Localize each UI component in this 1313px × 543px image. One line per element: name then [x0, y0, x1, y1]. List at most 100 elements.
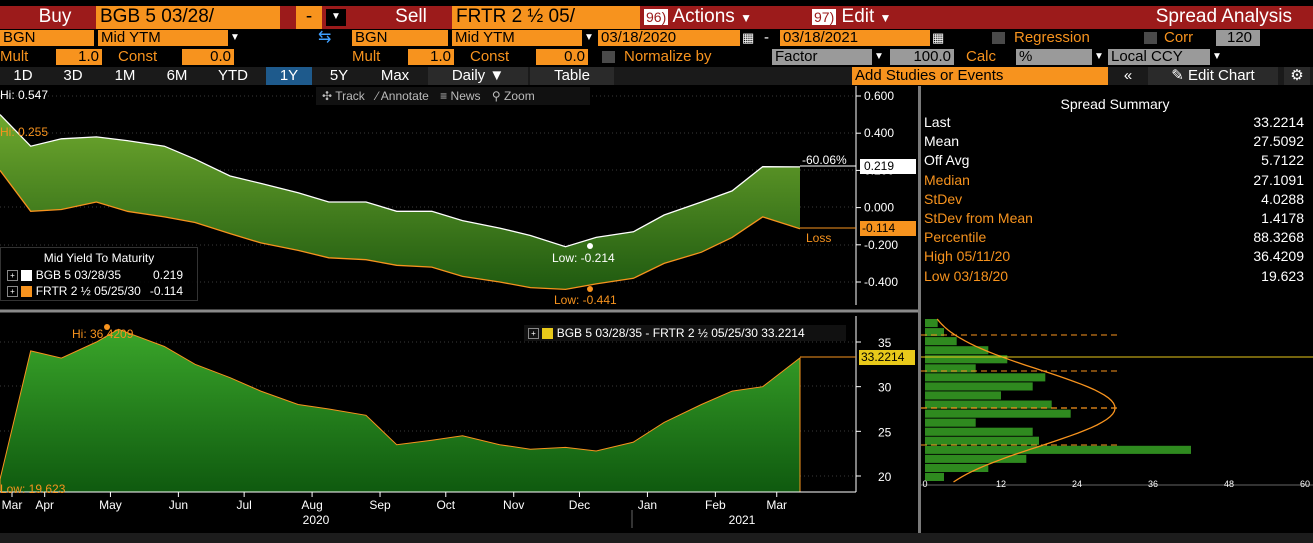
loss-label: Loss — [806, 231, 832, 245]
corr-checkbox[interactable] — [1144, 32, 1157, 44]
period-1m[interactable]: 1M — [114, 67, 136, 84]
legend-swatch-orange — [21, 286, 33, 298]
lower-legend[interactable]: + BGB 5 03/28/35 - FRTR 2 ½ 05/25/30 33.… — [524, 325, 846, 341]
chevron-down-icon[interactable]: ▼ — [582, 30, 596, 46]
gear-icon[interactable]: ⚙ — [1284, 67, 1310, 85]
expand-icon[interactable]: + — [528, 328, 539, 340]
period-3d[interactable]: 3D — [63, 67, 83, 84]
normalize-checkbox[interactable] — [602, 51, 615, 63]
legend-row-bgb[interactable]: + BGB 5 03/28/35 0.219 — [7, 268, 197, 282]
upper-y-tick-label: -0.200 — [864, 238, 898, 252]
currency-select[interactable]: Local CCY — [1108, 49, 1210, 65]
calc-select[interactable]: % — [1016, 49, 1092, 65]
minus-button[interactable]: - — [296, 6, 322, 29]
period-1d[interactable]: 1D — [13, 67, 33, 84]
chevron-down-icon[interactable]: ▼ — [326, 9, 346, 26]
buy-security-field[interactable]: BGB 5 03/28/ — [96, 6, 280, 29]
chevron-down-icon[interactable]: ▼ — [1092, 49, 1106, 65]
edit-menu[interactable]: 97) Edit ▼ — [812, 6, 932, 29]
calendar-icon[interactable]: ▦ — [932, 30, 945, 45]
news-label[interactable]: News — [450, 89, 481, 103]
edit-chart-label: Edit Chart — [1188, 67, 1255, 84]
edit-label: Edit — [841, 6, 875, 27]
summary-table: Last 33.2214 Mean 27.5092 Off Avg 5.7122 Media… — [924, 113, 1310, 288]
hist-bar — [925, 418, 976, 427]
chevron-down-icon[interactable]: ▼ — [228, 30, 242, 46]
right-source-field[interactable]: BGN — [352, 30, 448, 46]
series-line-frtr — [0, 170, 801, 291]
hist-bar — [925, 337, 957, 346]
period-ytd[interactable]: YTD — [218, 67, 248, 84]
legend-swatch-yellow — [542, 328, 554, 340]
summary-row: StDev from Mean 1.4178 — [924, 209, 1304, 228]
x-tick-label: Jan — [638, 498, 657, 512]
right-field-select[interactable]: Mid YTM — [452, 30, 582, 46]
hist-x-tick-label: 36 — [1148, 479, 1158, 489]
zoom-label[interactable]: Zoom — [504, 89, 535, 103]
panel-divider[interactable] — [918, 86, 921, 543]
regression-checkbox[interactable] — [992, 32, 1005, 44]
hist-bar — [925, 472, 944, 481]
frequency-select[interactable]: Daily ▼ — [428, 67, 528, 85]
left-field-select[interactable]: Mid YTM — [98, 30, 228, 46]
summary-label: Median — [924, 171, 970, 188]
studies-input[interactable]: Add Studies or Events — [852, 67, 1108, 85]
const-field[interactable]: 0.0 — [182, 49, 234, 65]
hist-bar — [925, 454, 1027, 463]
mult-field[interactable]: 1.0 — [56, 49, 102, 65]
expand-icon[interactable]: + — [7, 286, 18, 298]
summary-row: High 05/11/20 36.4209 — [924, 247, 1304, 266]
sell-security-field[interactable]: FRTR 2 ½ 05/ — [452, 6, 640, 29]
mult2-field[interactable]: 1.0 — [408, 49, 454, 65]
legend-value-bgb: 0.219 — [152, 268, 183, 282]
calendar-icon[interactable]: ▦ — [742, 30, 755, 45]
upper-y-tick-label: 0.600 — [864, 89, 894, 103]
x-tick-label: Dec — [569, 498, 590, 512]
summary-row: Median 27.1091 — [924, 171, 1304, 190]
summary-label: Mean — [924, 133, 960, 150]
collapse-button[interactable]: « — [1123, 67, 1133, 84]
swap-icon[interactable]: ⇆ — [318, 29, 332, 46]
corr-window-field[interactable]: 120 — [1216, 30, 1260, 46]
summary-value: 36.4209 — [1253, 248, 1304, 265]
period-1y[interactable]: 1Y — [266, 67, 312, 85]
legend-row-frtr[interactable]: + FRTR 2 ½ 05/25/30 -0.114 — [7, 284, 197, 298]
chevron-down-icon[interactable]: ▼ — [1210, 49, 1224, 65]
high-marker — [104, 324, 110, 330]
histogram-svg: 0 12 24 36 48 60 — [921, 318, 1313, 489]
upper-legend: Mid Yield To Maturity + BGB 5 03/28/35 0… — [0, 247, 198, 301]
expand-icon[interactable]: + — [7, 270, 18, 282]
const-label: Const — [118, 49, 158, 65]
mult2-label: Mult — [352, 49, 381, 65]
period-6m[interactable]: 6M — [166, 67, 188, 84]
chevron-down-icon[interactable]: ▼ — [872, 49, 886, 65]
news-icon[interactable]: ≡ — [440, 89, 448, 103]
hist-x-tick-label: 48 — [1224, 479, 1234, 489]
normalize-select[interactable]: Factor — [772, 49, 872, 65]
yield-spread-area — [0, 114, 800, 290]
upper-y-tick-label: 0.400 — [864, 126, 894, 140]
x-tick-label: Oct — [436, 498, 455, 512]
current-value-orange: -0.114 — [860, 221, 916, 236]
annotate-label[interactable]: Annotate — [380, 89, 429, 103]
edit-chart-button[interactable]: ✎ Edit Chart — [1148, 67, 1278, 85]
table-button[interactable]: Table — [530, 67, 614, 85]
period-5y[interactable]: 5Y — [329, 67, 349, 84]
annotate-icon[interactable]: ⁄ — [376, 89, 379, 103]
left-source-field[interactable]: BGN — [0, 30, 94, 46]
upper-y-tick-label: 0.000 — [864, 201, 894, 215]
const2-field[interactable]: 0.0 — [536, 49, 588, 65]
x-tick-label: Feb — [705, 498, 726, 512]
start-date-field[interactable]: 03/18/2020 — [598, 30, 740, 46]
zoom-icon[interactable]: ⚲ — [491, 89, 501, 103]
hist-bar — [925, 427, 1033, 436]
end-date-field[interactable]: 03/18/2021 — [780, 30, 930, 46]
lower-y-tick-label: 35 — [878, 336, 892, 350]
track-icon[interactable]: ✣ — [322, 89, 333, 103]
period-max[interactable]: Max — [380, 67, 410, 84]
summary-label: High 05/11/20 — [924, 248, 1011, 265]
date-range-dash: - — [764, 30, 769, 46]
actions-menu[interactable]: 96) Actions ▼ — [644, 6, 804, 29]
normalize-amount-field[interactable]: 100.0 — [890, 49, 954, 65]
track-label[interactable]: Track — [335, 89, 365, 103]
